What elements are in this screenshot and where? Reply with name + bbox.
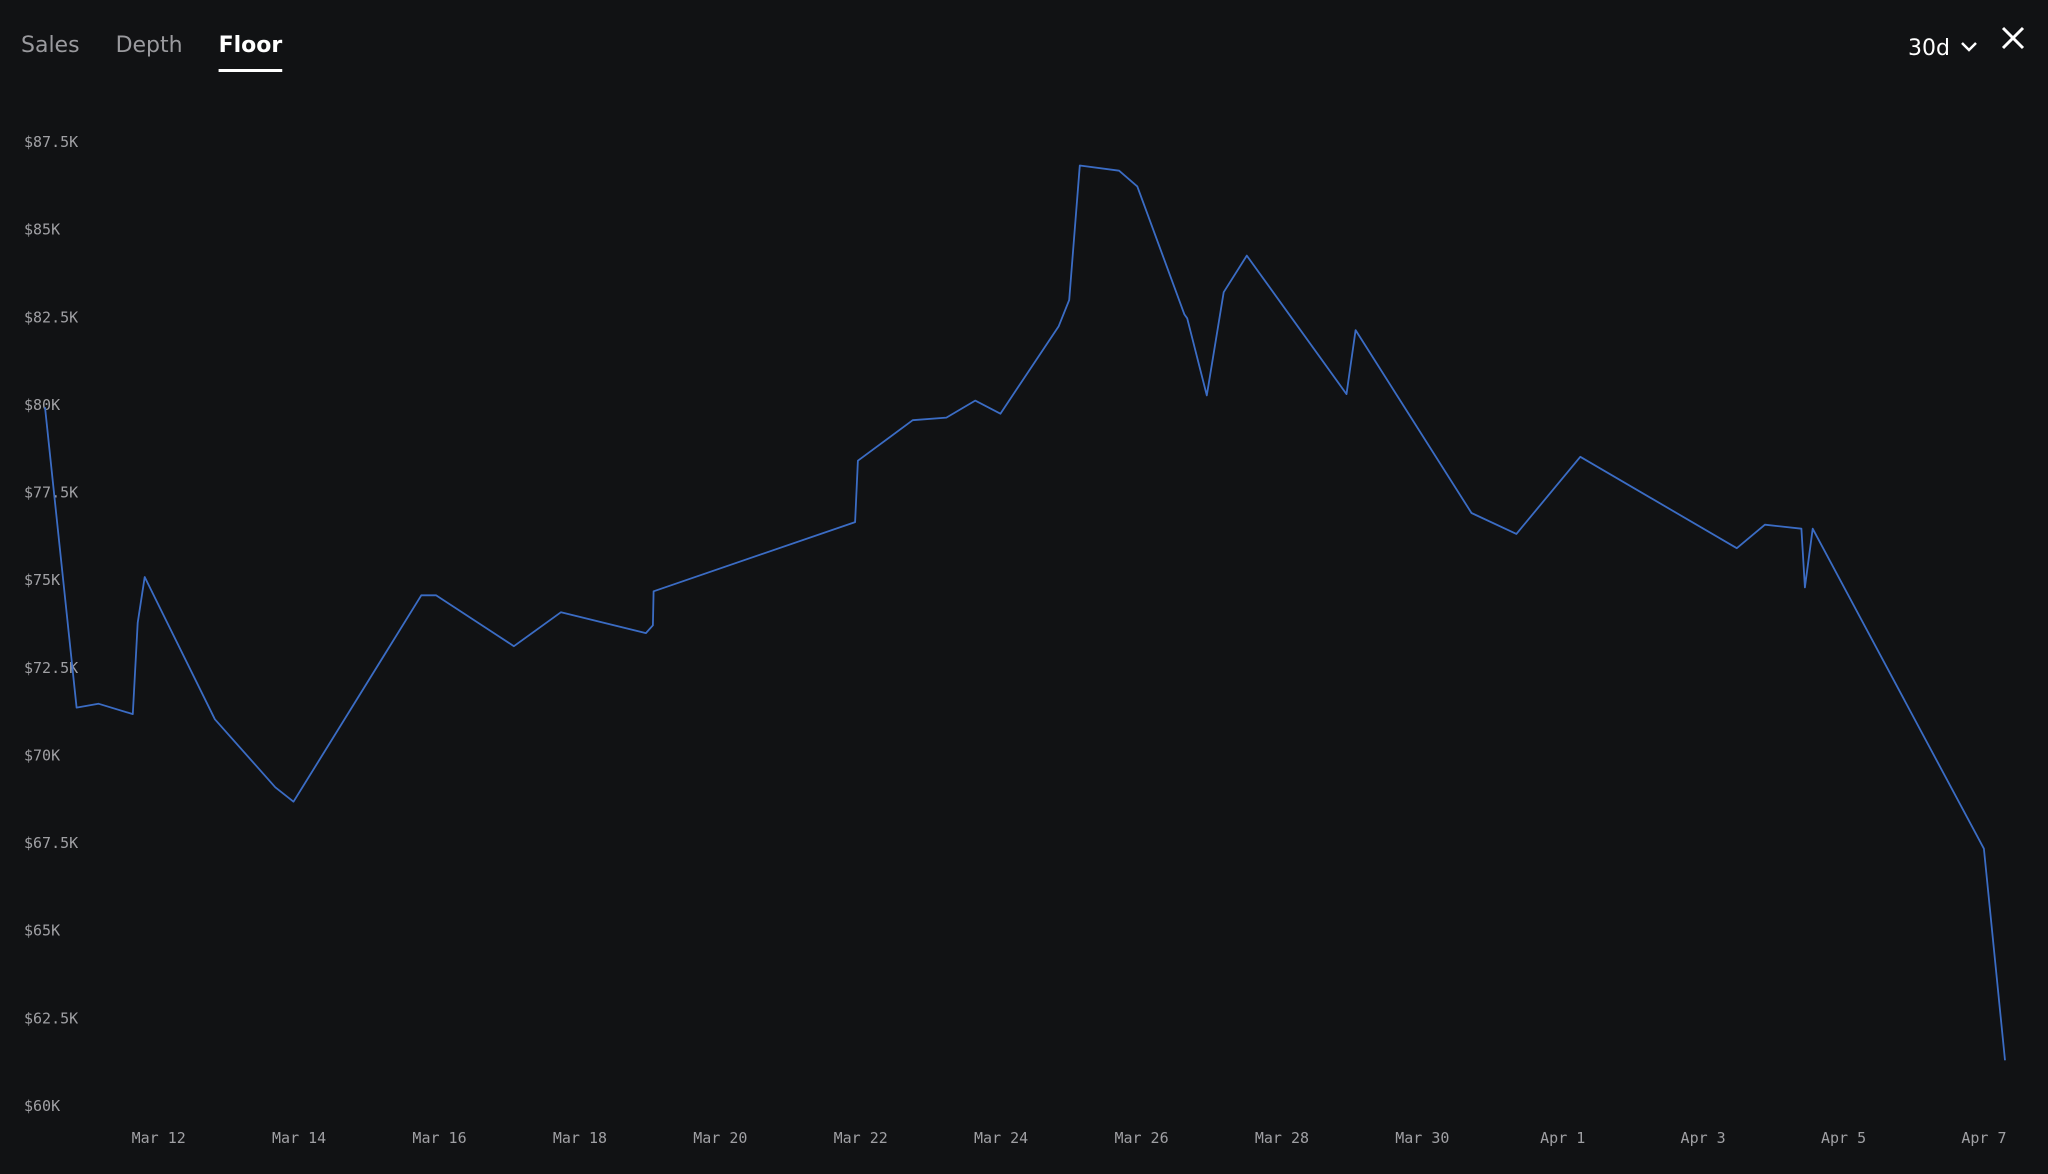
x-tick-label: Mar 16 — [412, 1129, 466, 1147]
y-tick-label: $82.5K — [24, 308, 78, 326]
y-tick-label: $75K — [24, 571, 60, 589]
close-button[interactable] — [2001, 26, 2025, 50]
chart: $87.5K $85K $82.5K $80K $77.5K $75K $72.5K $70K… — [24, 133, 2007, 1147]
tab[interactable]: Sales — [21, 33, 80, 58]
x-tick-label: Mar 26 — [1114, 1129, 1168, 1147]
y-tick-label: $85K — [24, 221, 60, 239]
x-tick-label: Mar 18 — [553, 1129, 607, 1147]
y-tick-label: $72.5K — [24, 659, 78, 677]
y-tick-label: $67.5K — [24, 834, 78, 852]
x-tick-label: Apr 1 — [1540, 1129, 1585, 1147]
price-line — [44, 164, 2006, 1061]
x-tick-label: Apr 7 — [1961, 1129, 2006, 1147]
x-tick-label: Apr 5 — [1821, 1129, 1866, 1147]
y-tick-label: $62.5K — [24, 1009, 78, 1027]
x-tick-label: Mar 28 — [1255, 1129, 1309, 1147]
range-select[interactable]: 30d — [1908, 36, 1950, 61]
x-tick-label: Mar 30 — [1395, 1129, 1449, 1147]
tab-underline — [218, 69, 283, 72]
x-tick-label: Mar 20 — [693, 1129, 747, 1147]
range-chevron[interactable] — [1961, 42, 1977, 52]
close-icon[interactable] — [2001, 26, 2025, 50]
x-tick-label: Mar 22 — [834, 1129, 888, 1147]
y-tick-label: $77.5K — [24, 484, 78, 502]
x-tick-label: Mar 12 — [132, 1129, 186, 1147]
y-tick-label: $60K — [24, 1097, 60, 1115]
tab[interactable]: Depth — [116, 33, 183, 58]
tab-bar: Sales Depth Floor — [21, 33, 282, 72]
x-tick-label: Mar 14 — [272, 1129, 326, 1147]
y-tick-label: $87.5K — [24, 133, 78, 151]
x-tick-label: Apr 3 — [1681, 1129, 1726, 1147]
y-tick-label: $65K — [24, 922, 60, 940]
y-tick-label: $80K — [24, 396, 60, 414]
y-tick-label: $70K — [24, 746, 60, 764]
x-tick-label: Mar 24 — [974, 1129, 1028, 1147]
tab[interactable]: Floor — [219, 33, 283, 58]
